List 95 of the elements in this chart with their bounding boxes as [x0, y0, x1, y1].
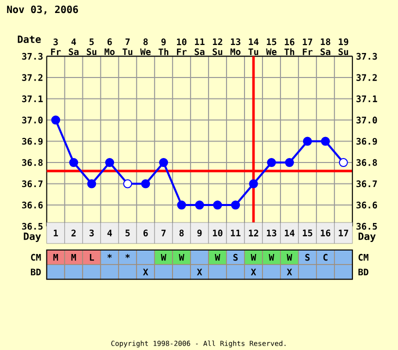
- point: [284, 158, 294, 168]
- x2-tick-label: 11: [230, 230, 240, 236]
- x-tick-label: 16 Th: [284, 38, 294, 56]
- point: [141, 179, 150, 188]
- text: X: [250, 268, 256, 276]
- x-axis-title: Date: [18, 36, 41, 44]
- point: [213, 200, 222, 210]
- y-tick-label: 36.5: [22, 222, 43, 230]
- y2-tick-label: 36.7: [356, 180, 377, 188]
- y2-tick-label: 37.0: [356, 116, 377, 124]
- x-tick-label: 4 Sa: [68, 38, 79, 56]
- x-tick-label: 17 Fr: [302, 38, 312, 56]
- y2-tick-label: 37.1: [356, 95, 378, 102]
- text: W: [250, 254, 256, 261]
- x-tick-label: 6 Mo: [104, 38, 115, 56]
- y-tick-label: 37.3: [22, 52, 43, 60]
- y2-tick-label: 37.2: [356, 74, 377, 81]
- x-tick-label: 5 Su: [86, 38, 96, 56]
- point: [195, 200, 204, 210]
- y-tick-label: 36.7: [22, 180, 42, 188]
- text: M: [53, 254, 58, 261]
- category-label: BD: [358, 268, 368, 276]
- x2-tick-label: 12: [248, 230, 258, 236]
- text: C: [323, 254, 328, 261]
- y2-tick-label: 36.9: [356, 138, 377, 145]
- x2-tick-label: 2: [71, 230, 76, 236]
- y2-tick-label: 37.3: [356, 52, 377, 60]
- text: S: [233, 254, 238, 261]
- point: [338, 158, 348, 168]
- x2-tick-label: 9: [197, 230, 202, 236]
- text: X: [143, 268, 148, 276]
- x-tick-label: 13 Mo: [230, 38, 240, 56]
- y2-tick-label: 36.8: [356, 159, 377, 166]
- x2-tick-label: 4: [107, 230, 112, 236]
- y2-tick-label: 36.5: [356, 222, 377, 230]
- x2-tick-label: 10: [212, 230, 222, 236]
- chart-title: Nov 03, 2006: [7, 6, 78, 14]
- text: X: [196, 268, 202, 276]
- point: [87, 179, 96, 188]
- x-tick-label: 9 Th: [158, 38, 168, 56]
- point: [231, 200, 240, 210]
- x2-tick-label: 14: [284, 230, 294, 236]
- text: S: [305, 254, 310, 261]
- x2-tick-label: 8: [179, 230, 184, 236]
- x2-tick-label: 7: [161, 230, 166, 236]
- point: [302, 136, 312, 146]
- x-tick-label: 11 Sa: [194, 38, 205, 56]
- category-label: CM: [31, 254, 41, 261]
- point: [69, 158, 78, 168]
- text: X: [286, 268, 292, 276]
- x2-tick-label: 16: [320, 230, 330, 236]
- x-tick-label: 18 Sa: [320, 38, 330, 56]
- y-tick-label: 37.0: [22, 116, 43, 124]
- x-tick-label: 15 We: [266, 38, 277, 56]
- text: Day: [358, 232, 376, 242]
- x2-tick-label: 13: [266, 230, 276, 236]
- text: L: [90, 254, 94, 261]
- text: *: [107, 254, 112, 258]
- point: [177, 200, 186, 210]
- x-tick-label: 14 Tu: [248, 38, 258, 56]
- point: [249, 179, 258, 188]
- x-tick-label: 3 Fr: [51, 38, 61, 56]
- point: [123, 179, 132, 188]
- x-tick-label: 19 Su: [338, 38, 348, 56]
- x-tick-label: 12 Su: [212, 38, 222, 56]
- x-tick-label: 10 Fr: [176, 38, 187, 56]
- text: W: [286, 254, 292, 261]
- category-label: BD: [30, 268, 41, 276]
- text: W: [160, 254, 166, 261]
- category-label: CM: [358, 254, 368, 261]
- y-tick-label: 37.1: [22, 95, 43, 102]
- point: [266, 158, 276, 168]
- text: W: [214, 254, 220, 261]
- x-tick-label: 7 Tu: [122, 38, 132, 56]
- x2-axis-title: Day: [24, 232, 41, 242]
- point: [105, 158, 114, 168]
- text: *: [125, 254, 130, 258]
- x2-tick-label: 17: [338, 230, 348, 236]
- point: [320, 136, 330, 146]
- x2-tick-label: 3: [90, 230, 94, 236]
- y2-tick-label: 36.6: [356, 202, 378, 208]
- point: [51, 116, 60, 125]
- x-tick-label: 8 We: [140, 38, 151, 56]
- y-tick-label: 36.8: [22, 159, 43, 166]
- y-tick-label: 36.6: [22, 202, 43, 208]
- text: W: [178, 254, 184, 261]
- y-tick-label: 37.2: [22, 74, 42, 81]
- y-tick-label: 36.9: [22, 138, 43, 145]
- x2-tick-label: 15: [302, 230, 312, 236]
- x2-tick-label: 6: [143, 230, 148, 236]
- x2-tick-label: 1: [54, 230, 58, 236]
- point: [159, 158, 168, 168]
- text: W: [268, 254, 274, 261]
- text: M: [71, 254, 76, 261]
- x2-tick-label: 5: [126, 230, 130, 236]
